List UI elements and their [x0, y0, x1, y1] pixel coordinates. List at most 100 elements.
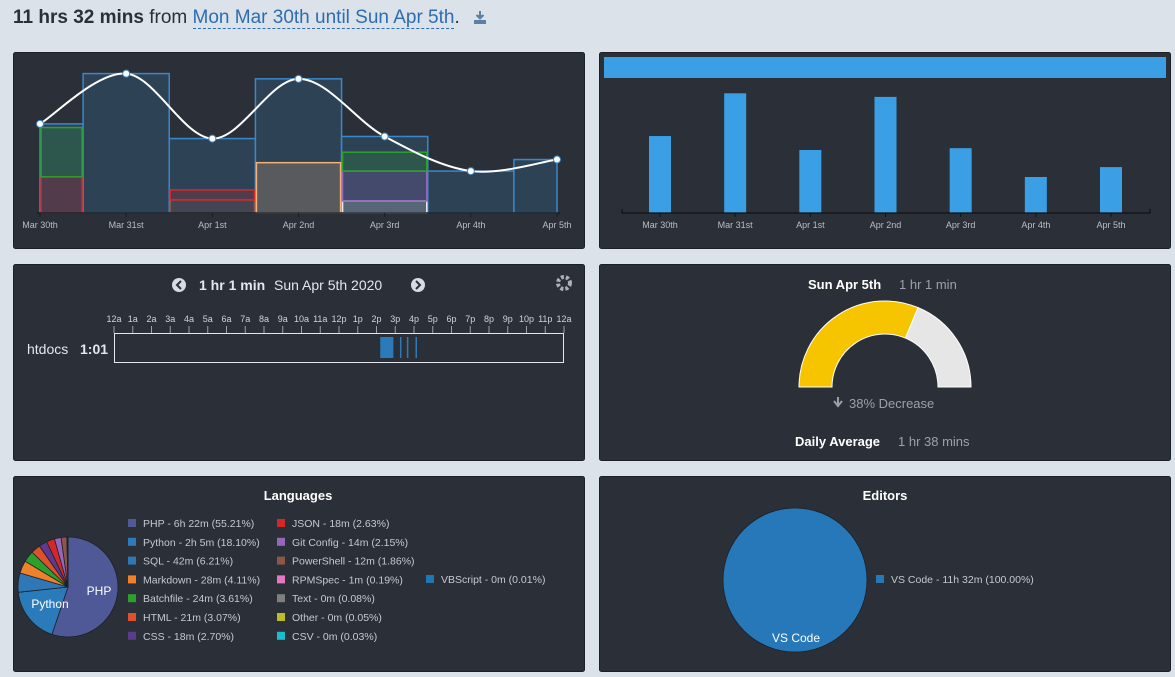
- bar: [649, 136, 671, 213]
- project-name: htdocs: [27, 341, 68, 357]
- hour-label: 10a: [294, 314, 309, 324]
- legend-label: CSS - 18m (2.70%): [143, 631, 234, 643]
- x-tick-label: Mar 31st: [718, 220, 754, 230]
- hour-label: 11a: [313, 314, 327, 324]
- bar: [1024, 177, 1047, 213]
- x-axis: [621, 209, 1151, 214]
- download-icon[interactable]: [473, 10, 487, 24]
- legend-swatch: [277, 537, 285, 546]
- language-segment: [341, 200, 428, 214]
- language-segment: [40, 176, 83, 214]
- legend-label: HTML - 21m (3.07%): [143, 612, 241, 624]
- hour-label: 9p: [503, 314, 513, 324]
- x-tick-label: Apr 1st: [796, 220, 825, 230]
- timeline-total: 1 hr 1 min: [199, 277, 265, 293]
- legend-swatch: [277, 556, 285, 565]
- pie-slice: [17, 586, 69, 635]
- slice-label: VS Code: [772, 631, 820, 645]
- hour-label: 12p: [331, 314, 346, 324]
- next-day[interactable]: [411, 278, 425, 292]
- timeline-date: Sun Apr 5th 2020: [274, 277, 382, 293]
- hour-label: 2p: [371, 314, 381, 324]
- legend-label: SQL - 42m (6.21%): [143, 556, 233, 568]
- legend-swatch: [277, 575, 285, 584]
- editors-title: Editors: [863, 488, 908, 503]
- x-tick-label: Apr 5th: [542, 220, 571, 230]
- legend-label: RPMSpec - 1m (0.19%): [292, 574, 403, 586]
- day-total-area: [427, 170, 515, 214]
- activity-block: [415, 337, 417, 358]
- legend-swatch: [128, 556, 136, 565]
- legend-label: Git Config - 14m (2.15%): [292, 537, 408, 549]
- prev-day[interactable]: [172, 278, 186, 292]
- language-segment: [169, 199, 256, 214]
- language-segment: [169, 189, 256, 201]
- hour-label: 3a: [165, 314, 175, 324]
- language-segment: [255, 161, 342, 214]
- legend-label: Other - 0m (0.05%): [292, 612, 382, 624]
- x-tick-label: Mar 30th: [22, 220, 58, 230]
- trend-point: [380, 132, 389, 141]
- panel: [13, 476, 585, 672]
- bar: [1100, 167, 1122, 213]
- legend-swatch: [277, 519, 285, 527]
- average-value: 1 hr 38 mins: [898, 434, 970, 449]
- hour-label: 7p: [465, 314, 475, 324]
- gauge-remainder: [904, 306, 972, 388]
- legend-label: Text - 0m (0.08%): [292, 593, 375, 605]
- x-tick-label: Apr 1st: [198, 220, 227, 230]
- project-time: 1:01: [80, 341, 108, 357]
- x-tick-label: Mar 31st: [109, 220, 145, 230]
- hour-label: 8a: [259, 314, 269, 324]
- legend-swatch: [277, 631, 285, 640]
- hour-label: 8p: [484, 314, 494, 324]
- hour-label: 10p: [519, 314, 534, 324]
- today-time: 1 hr 1 min: [899, 277, 957, 292]
- from-label: from: [149, 7, 188, 28]
- total-time: 11 hrs 32 mins: [13, 7, 144, 28]
- hour-label: 9a: [278, 314, 288, 324]
- hour-label: 7a: [240, 314, 250, 324]
- hour-label: 1p: [353, 314, 363, 324]
- trend-point: [294, 74, 303, 83]
- panel: [599, 476, 1171, 672]
- settings-icon[interactable]: [556, 275, 572, 291]
- bar: [799, 150, 822, 213]
- today-day: Sun Apr 5th: [808, 277, 881, 292]
- legend-swatch: [128, 613, 136, 621]
- decrease-icon: [833, 397, 843, 408]
- activity-block: [380, 337, 394, 358]
- trend-point: [122, 69, 131, 78]
- bar: [724, 93, 747, 213]
- hour-label: 11p: [538, 314, 552, 324]
- legend-label: Markdown - 28m (4.11%): [143, 574, 260, 586]
- hour-label: 5a: [203, 314, 213, 324]
- trend-point: [553, 155, 561, 164]
- legend-label: Batchfile - 24m (3.61%): [143, 593, 253, 605]
- language-segment: [341, 151, 428, 172]
- hour-label: 6a: [221, 314, 231, 324]
- pie-slice: [722, 507, 868, 653]
- legend-swatch: [426, 575, 434, 583]
- legend-swatch: [277, 613, 285, 621]
- panel: [599, 264, 1171, 461]
- timeline-box: [114, 333, 564, 363]
- date-range[interactable]: Mon Mar 30th until Sun Apr 5th: [192, 7, 455, 29]
- slice-label: Python: [31, 597, 68, 611]
- x-tick-label: Apr 2nd: [870, 220, 902, 230]
- activity-block: [406, 337, 409, 358]
- x-tick-label: Apr 4th: [456, 220, 485, 230]
- slice-label: PHP: [87, 584, 112, 598]
- bar: [949, 148, 972, 213]
- trend-point: [208, 134, 217, 143]
- x-tick-label: Apr 4th: [1021, 220, 1050, 230]
- legend-label: VS Code - 11h 32m (100.00%): [891, 574, 1034, 586]
- trend-point: [466, 167, 475, 176]
- legend-label: Python - 2h 5m (18.10%): [143, 537, 260, 549]
- legend-swatch: [128, 575, 136, 584]
- hour-label: 12a: [556, 314, 571, 324]
- average-label: Daily Average: [795, 434, 880, 449]
- legend-swatch: [128, 594, 136, 603]
